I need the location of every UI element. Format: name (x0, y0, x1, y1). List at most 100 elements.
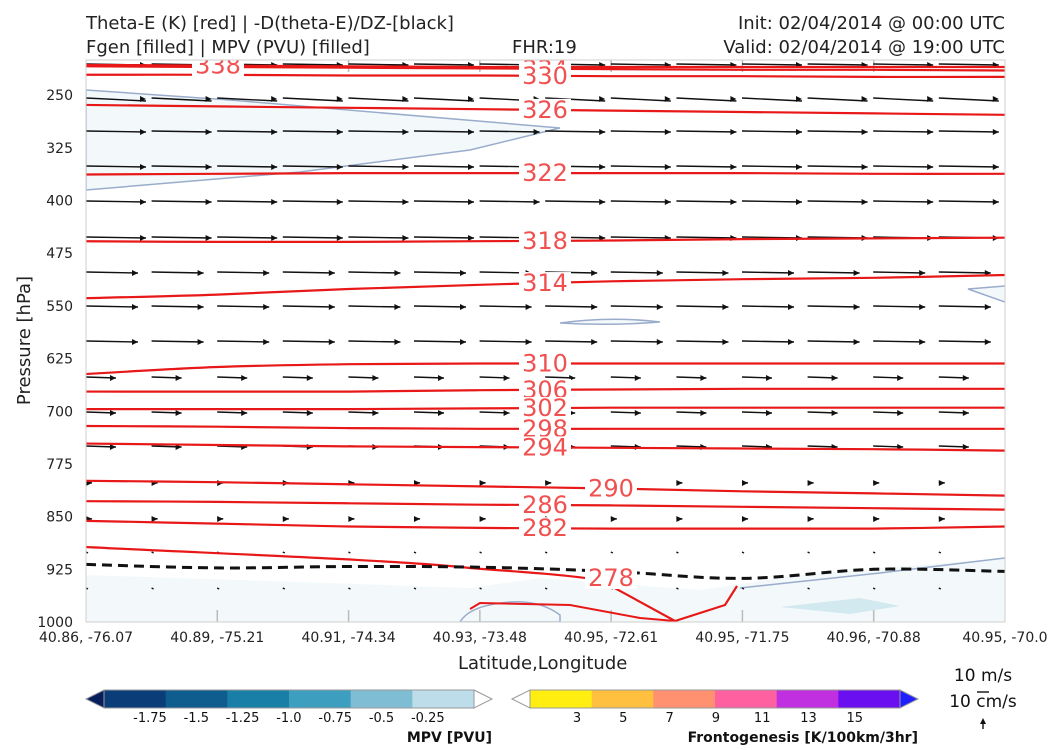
mpv-segment (350, 690, 413, 708)
wind-vector-head (992, 164, 999, 170)
wind-vector-head (468, 129, 474, 135)
wind-vector (873, 271, 926, 274)
wind-vector-head (919, 304, 926, 310)
mpv-segment (165, 690, 228, 708)
wind-vector-head (919, 270, 926, 276)
wind-vector (807, 271, 860, 274)
x-axis-title: Latitude,Longitude (458, 653, 628, 674)
wind-vector (807, 97, 868, 102)
wind-vector-head (132, 304, 138, 310)
plot-frame (85, 59, 1006, 623)
wind-vector (151, 340, 204, 343)
wind-vector-head (788, 304, 794, 310)
mpv-tick-label: -0.5 (369, 711, 394, 726)
contour-label: 286 (522, 491, 568, 519)
wind-vector-head (533, 199, 540, 205)
fgen-tick-label: 9 (712, 711, 720, 726)
wind-vector-head (140, 129, 146, 135)
x-tick-label: 40.86, -76.07 (39, 630, 133, 646)
contour-label-bg (519, 162, 571, 185)
wind-vector (676, 97, 737, 102)
fgen-frame (529, 689, 901, 709)
wind-vector-head (438, 375, 444, 381)
wind-vector (282, 305, 335, 308)
wind-vector (151, 130, 212, 133)
wind-vector-head (897, 410, 904, 416)
wind-vector (217, 340, 270, 343)
wind-vector-head (831, 410, 838, 416)
wind-vector-head (175, 410, 182, 416)
contour-label: 310 (522, 349, 568, 377)
contour-label-bg (519, 378, 571, 401)
fgen-tick-label: 11 (754, 711, 771, 726)
mpv-tick-label: -1.25 (226, 711, 260, 726)
wind-vector (545, 97, 606, 102)
fgen-segment (530, 690, 593, 708)
mpv-frame (103, 689, 475, 709)
wind-vector (413, 271, 467, 274)
wind-vector (807, 551, 810, 554)
wind-vector-head (241, 375, 248, 381)
wind-vector (217, 305, 270, 308)
wind-vector (807, 130, 868, 133)
wind-vector (741, 305, 795, 308)
wind-vector (413, 63, 475, 66)
mpv-contour-line (739, 557, 1005, 589)
wind-vector (348, 587, 351, 590)
wind-vector-head (306, 410, 313, 416)
wind-vector-head (992, 199, 999, 205)
wind-vector (873, 130, 934, 133)
wind-vector-head (853, 304, 860, 310)
wind-vector (151, 200, 212, 203)
wind-vector-head (807, 480, 814, 486)
wind-vector-head (402, 96, 409, 102)
wind-vector-head (873, 516, 880, 522)
contour-label: 302 (522, 394, 568, 422)
reference-vertical-arrow-head (980, 718, 986, 724)
wind-vector-head (591, 270, 598, 276)
fgen-extend-right (899, 689, 920, 709)
wind-vector-head (984, 339, 991, 345)
wind-vector-head (132, 270, 138, 276)
wind-vector-head (394, 304, 401, 310)
wind-vector (413, 340, 467, 343)
wind-vector (217, 97, 278, 102)
contour-label: 314 (522, 269, 568, 297)
wind-vector (282, 200, 343, 203)
wind-vector-head (263, 339, 270, 345)
wind-vector (348, 340, 401, 343)
wind-vector-head (831, 375, 838, 381)
wind-vector (86, 305, 139, 308)
wind-vector-head (927, 129, 934, 135)
mpv-tick-label: -1.75 (133, 711, 167, 726)
wind-vector (413, 97, 475, 102)
contour-label-bg (519, 436, 571, 459)
wind-vector-head (140, 96, 146, 102)
wind-vector (873, 165, 934, 168)
contour-label-bg (519, 417, 571, 440)
wind-vector (151, 271, 204, 274)
mpv-region-right (967, 285, 1005, 303)
wind-vector-head (927, 96, 934, 102)
fgen-colorbar-title: Frontogenesis [K/100km/3hr] (688, 730, 918, 746)
wind-vector (348, 236, 409, 239)
wind-vector (545, 130, 606, 133)
contour-label-bg (585, 477, 637, 500)
wind-vector (741, 165, 803, 168)
wind-vector-head (599, 199, 606, 205)
contour-label-bg (192, 60, 244, 77)
wind-vector-head (328, 270, 335, 276)
contour-label: 294 (522, 433, 568, 461)
mpv-region-outline (459, 601, 561, 622)
wind-vector (676, 551, 679, 554)
contour-label-bg (519, 352, 571, 375)
wind-vector (282, 130, 343, 133)
wind-vector (741, 200, 803, 203)
wind-vector (938, 130, 999, 133)
wind-vector (479, 551, 482, 554)
wind-vector (676, 271, 729, 274)
wind-vector (676, 305, 729, 308)
mpv-colorbar-title: MPV [PVU] (407, 730, 492, 746)
wind-vector-head (742, 480, 748, 486)
wind-vector-head (533, 129, 540, 135)
